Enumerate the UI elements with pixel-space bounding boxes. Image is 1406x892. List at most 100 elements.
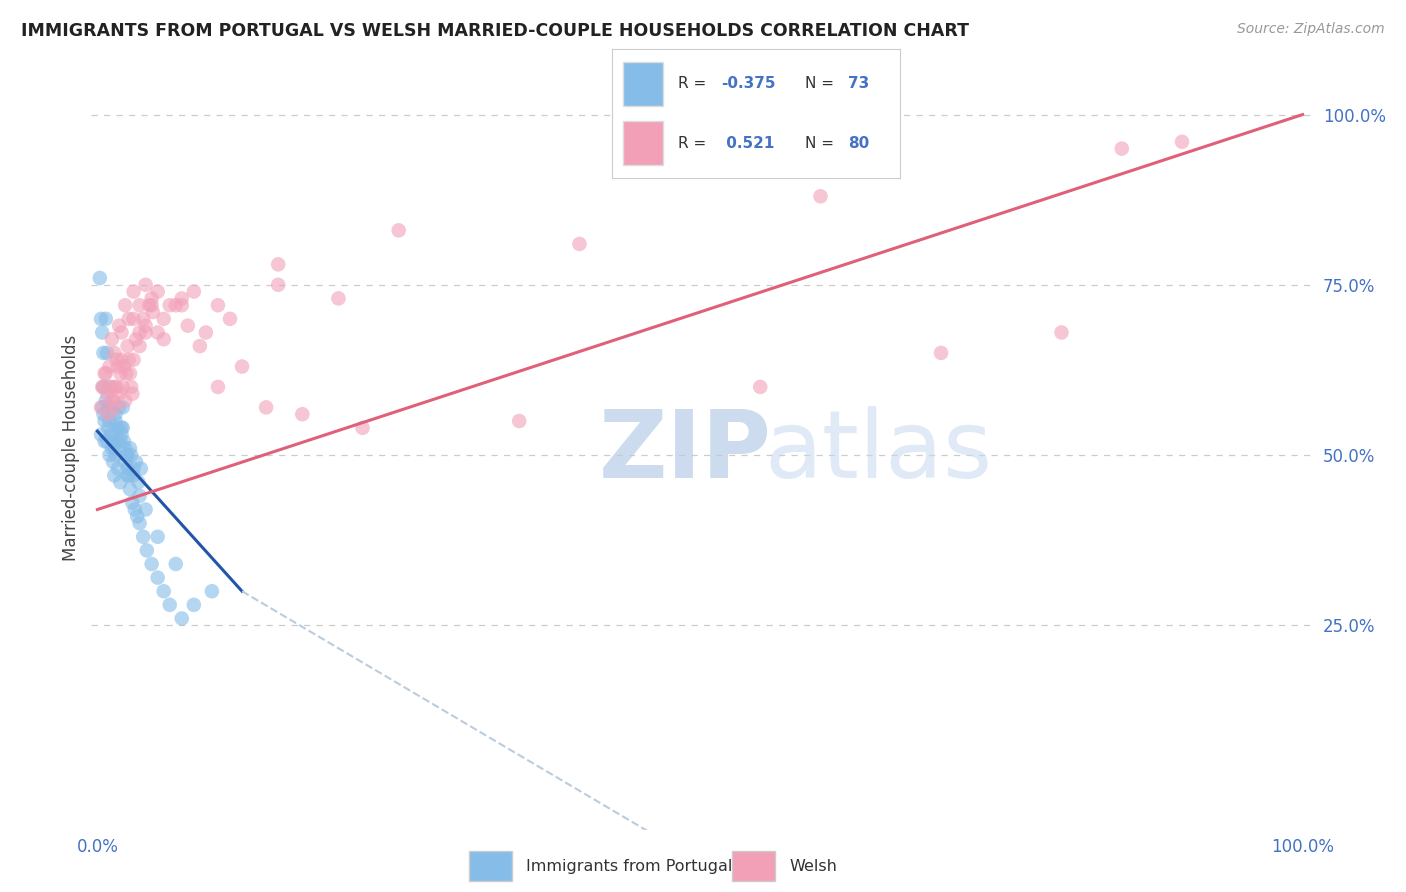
Point <box>254 401 277 415</box>
Point <box>132 311 155 326</box>
Y-axis label: Married-couple Households: Married-couple Households <box>62 335 80 561</box>
Point <box>101 427 124 442</box>
Text: N =: N = <box>804 136 838 151</box>
Point <box>96 346 118 360</box>
Point <box>122 311 145 326</box>
Point <box>125 455 148 469</box>
Point <box>93 380 115 394</box>
Point <box>128 339 150 353</box>
Point <box>115 367 138 381</box>
Point <box>117 448 139 462</box>
Text: IMMIGRANTS FROM PORTUGAL VS WELSH MARRIED-COUPLE HOUSEHOLDS CORRELATION CHART: IMMIGRANTS FROM PORTUGAL VS WELSH MARRIE… <box>21 22 969 40</box>
Point <box>97 407 120 421</box>
Point <box>1111 142 1133 156</box>
FancyBboxPatch shape <box>731 851 775 881</box>
Point <box>111 421 134 435</box>
Point <box>90 427 112 442</box>
Point <box>91 326 114 340</box>
Point <box>132 530 155 544</box>
Point <box>129 461 152 475</box>
Text: 73: 73 <box>848 77 869 92</box>
Point <box>328 292 350 306</box>
Point <box>127 509 149 524</box>
Point <box>94 367 117 381</box>
Text: 80: 80 <box>848 136 869 151</box>
Point <box>749 380 772 394</box>
Point <box>122 352 145 367</box>
Point <box>94 393 117 408</box>
FancyBboxPatch shape <box>468 851 512 881</box>
Point <box>110 427 132 442</box>
Point <box>110 367 132 381</box>
Point <box>105 352 128 367</box>
Point <box>122 285 145 299</box>
Point <box>97 421 120 435</box>
Point <box>138 298 160 312</box>
Point <box>90 311 112 326</box>
Point <box>97 401 120 415</box>
Point <box>108 386 131 401</box>
Point <box>96 434 118 449</box>
Point <box>111 401 134 415</box>
Point <box>101 434 124 449</box>
Point <box>104 414 127 428</box>
Point <box>98 414 121 428</box>
Text: -0.375: -0.375 <box>721 77 776 92</box>
Point <box>110 421 132 435</box>
Point <box>107 359 129 374</box>
Point <box>568 236 591 251</box>
Point <box>103 380 125 394</box>
Point <box>110 326 132 340</box>
Point <box>1171 135 1194 149</box>
Point <box>105 434 128 449</box>
Point <box>101 393 124 408</box>
Point <box>110 434 132 449</box>
Point <box>100 427 122 442</box>
Point <box>93 434 115 449</box>
Point <box>135 318 157 333</box>
Point <box>170 298 193 312</box>
Point <box>93 346 115 360</box>
FancyBboxPatch shape <box>623 62 664 106</box>
Point <box>146 571 169 585</box>
Point <box>231 359 253 374</box>
Point <box>810 189 832 203</box>
Text: N =: N = <box>804 77 838 92</box>
Point <box>117 461 139 475</box>
Point <box>103 346 125 360</box>
Point <box>114 441 136 455</box>
Point <box>128 489 150 503</box>
Point <box>152 584 174 599</box>
Point <box>108 401 131 415</box>
Point <box>104 407 127 421</box>
Point <box>165 557 187 571</box>
Point <box>159 598 181 612</box>
Point <box>125 332 148 346</box>
Point <box>352 421 374 435</box>
Point <box>100 380 122 394</box>
Point <box>142 305 165 319</box>
Point <box>159 298 181 312</box>
Point <box>219 311 242 326</box>
Point <box>91 380 114 394</box>
Point <box>117 468 139 483</box>
Point <box>107 461 129 475</box>
Text: R =: R = <box>678 136 711 151</box>
Point <box>118 352 141 367</box>
Point <box>146 326 169 340</box>
Point <box>152 311 174 326</box>
Point <box>111 380 134 394</box>
Point <box>101 332 124 346</box>
Point <box>388 223 411 237</box>
Point <box>194 326 217 340</box>
Point <box>122 461 145 475</box>
Point <box>207 380 229 394</box>
Point <box>112 434 135 449</box>
Text: Immigrants from Portugal: Immigrants from Portugal <box>526 859 733 873</box>
Point <box>98 359 121 374</box>
Point <box>114 393 136 408</box>
Point <box>115 448 138 462</box>
Point <box>267 277 290 292</box>
Point <box>929 346 952 360</box>
Point <box>165 298 187 312</box>
